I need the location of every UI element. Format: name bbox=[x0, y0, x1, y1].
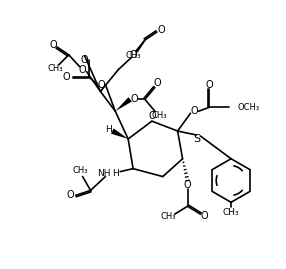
Text: O: O bbox=[79, 65, 86, 75]
Text: O: O bbox=[49, 40, 57, 50]
Text: CH₃: CH₃ bbox=[161, 212, 176, 221]
Text: S: S bbox=[193, 134, 200, 144]
Text: CH₃: CH₃ bbox=[125, 51, 141, 60]
Text: O: O bbox=[157, 25, 165, 35]
Text: O: O bbox=[81, 55, 88, 65]
Polygon shape bbox=[111, 128, 128, 139]
Text: O: O bbox=[63, 72, 71, 82]
Text: O: O bbox=[148, 111, 156, 121]
Text: CH₃: CH₃ bbox=[223, 208, 239, 217]
Text: CH₃: CH₃ bbox=[47, 64, 63, 73]
Text: CH₃: CH₃ bbox=[73, 166, 88, 175]
Text: CH₃: CH₃ bbox=[151, 111, 166, 120]
Text: O: O bbox=[200, 211, 208, 221]
Text: H: H bbox=[105, 125, 112, 133]
Text: OCH₃: OCH₃ bbox=[237, 103, 259, 112]
Text: O: O bbox=[98, 80, 105, 90]
Text: O: O bbox=[206, 80, 213, 90]
Text: NH: NH bbox=[97, 169, 110, 178]
Text: O: O bbox=[129, 50, 137, 60]
Text: O: O bbox=[153, 77, 161, 87]
Text: H: H bbox=[112, 169, 119, 178]
Text: O: O bbox=[191, 106, 198, 116]
Text: O: O bbox=[67, 190, 75, 200]
Polygon shape bbox=[115, 97, 132, 111]
Text: O: O bbox=[130, 94, 138, 104]
Text: O: O bbox=[184, 180, 191, 190]
